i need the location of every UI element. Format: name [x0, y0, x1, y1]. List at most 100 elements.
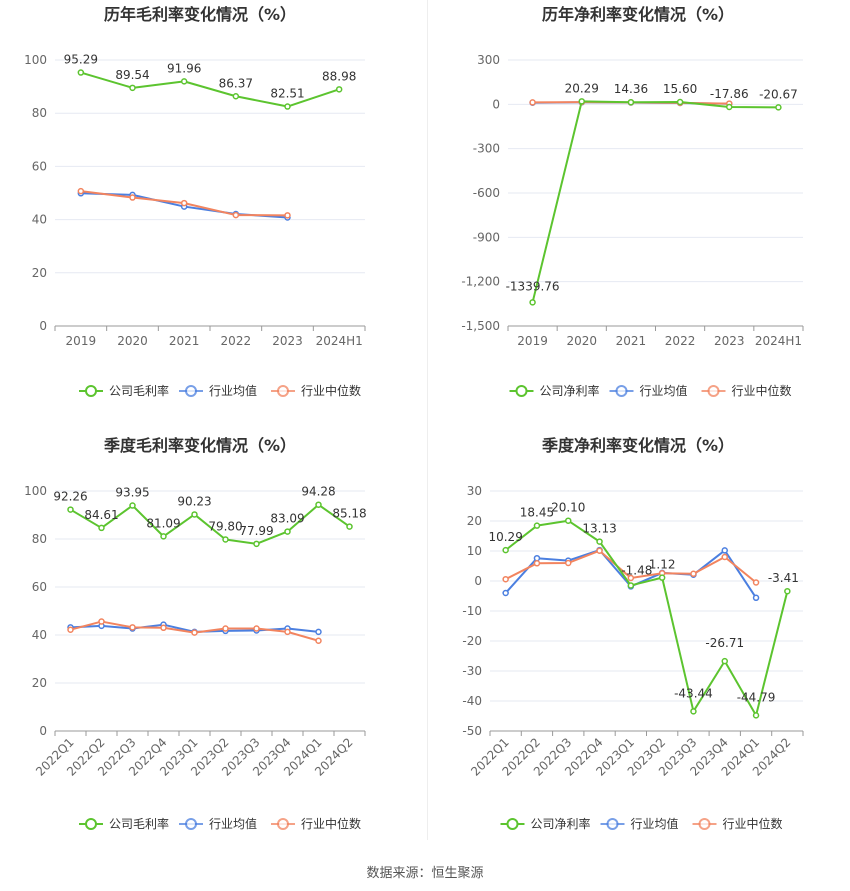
- y-tick-label: 300: [477, 53, 500, 67]
- data-point-company: [315, 501, 322, 508]
- data-point-median: [191, 629, 198, 636]
- series-line-company: [69, 503, 351, 545]
- x-tick-label: 2023: [714, 334, 745, 348]
- data-point-company: [98, 524, 105, 532]
- y-tick-label: -1,500: [461, 319, 500, 333]
- y-tick-label: 0: [492, 97, 500, 111]
- data-label: -1339.76: [506, 279, 560, 293]
- y-tick-label: 20: [32, 266, 47, 280]
- y-tick-label: -300: [473, 142, 500, 156]
- y-tick-label: 0: [474, 574, 482, 588]
- chart-panel-1: 历年毛利率变化情况（%） 0 20 40 60 80 100 2019 2020 2021 2022…: [24, 5, 366, 398]
- data-point-median: [565, 559, 572, 567]
- data-point-company: [775, 104, 782, 111]
- data-point-company: [533, 522, 541, 529]
- data-point-company: [658, 574, 666, 581]
- legend-circle-icon: [707, 385, 720, 397]
- data-label: 20.29: [565, 81, 599, 95]
- data-label: 14.36: [614, 82, 648, 96]
- data-point-company: [284, 528, 291, 535]
- y-tick-label: -50: [462, 724, 482, 738]
- legend-label: 公司净利率: [540, 383, 600, 398]
- series-line-company: [80, 71, 340, 108]
- data-label: 20.10: [551, 501, 585, 515]
- y-tick-label: 80: [32, 106, 47, 120]
- data-label: -44.79: [737, 690, 776, 704]
- data-label: 83.09: [270, 512, 304, 526]
- panel-divider: [427, 0, 428, 840]
- y-tick-label: 40: [32, 628, 47, 642]
- data-label: 94.28: [301, 485, 335, 499]
- data-point-median: [502, 575, 509, 583]
- x-tick-label: 2022: [221, 334, 252, 348]
- data-point-company: [77, 69, 85, 76]
- data-point-company: [232, 93, 240, 100]
- legend-circle-icon: [277, 818, 289, 830]
- y-tick-label: 10: [467, 544, 482, 558]
- chart-panel-3: 季度毛利率变化情况（%）0204060801002022Q12022Q22022…: [24, 436, 367, 831]
- data-point-avg: [533, 554, 541, 562]
- y-tick-label: -1,200: [461, 275, 500, 289]
- data-point-company: [129, 502, 136, 509]
- data-point-company: [676, 98, 684, 106]
- data-label: 84.61: [84, 508, 118, 522]
- legend-label: 公司毛利率: [109, 383, 169, 398]
- data-point-company: [752, 712, 760, 719]
- legend-label: 公司毛利率: [109, 816, 169, 831]
- data-point-median: [129, 194, 136, 201]
- legend-circle-icon: [185, 385, 197, 397]
- data-point-company: [578, 98, 585, 105]
- data-label: -20.67: [759, 87, 798, 101]
- series-line-company: [531, 100, 779, 303]
- data-point-avg: [315, 628, 322, 636]
- data-label: 90.23: [177, 494, 211, 508]
- data-point-company: [565, 517, 572, 524]
- chart-panel-4: 季度净利率变化情况（%）-50-40-30-20-1001020302022Q1…: [462, 436, 804, 831]
- data-label: 89.54: [115, 68, 149, 82]
- data-point-company: [129, 84, 136, 92]
- data-point-median: [752, 579, 760, 586]
- y-tick-label: 0: [39, 724, 47, 738]
- data-point-company: [284, 103, 291, 110]
- y-tick-label: 60: [32, 159, 47, 173]
- data-point-company: [529, 299, 536, 306]
- data-point-median: [98, 618, 105, 625]
- data-point-median: [627, 574, 635, 582]
- data-point-company: [180, 78, 188, 85]
- legend-circle-icon: [185, 818, 197, 830]
- y-tick-label: 20: [467, 514, 482, 528]
- data-source-note: 数据来源：恒生聚源: [366, 866, 484, 881]
- data-point-company: [222, 536, 229, 543]
- data-label: 93.95: [115, 486, 149, 500]
- data-point-company: [346, 523, 353, 530]
- legend-label: 行业均值: [631, 816, 679, 831]
- data-label: 1.12: [649, 558, 676, 572]
- y-tick-label: -40: [462, 694, 482, 708]
- y-tick-label: 0: [39, 319, 47, 333]
- data-point-median: [77, 187, 85, 195]
- x-tick-label: 2019: [66, 334, 97, 348]
- data-point-company: [502, 546, 509, 554]
- y-tick-label: 20: [32, 676, 47, 690]
- x-tick-label: 2019: [517, 334, 548, 348]
- data-label: -43.44: [674, 686, 713, 700]
- data-point-company: [784, 587, 791, 595]
- data-label: 79.80: [208, 519, 242, 533]
- x-tick-label: 2023: [272, 334, 303, 348]
- y-tick-label: -600: [473, 186, 500, 200]
- legend-label: 行业均值: [209, 383, 257, 398]
- data-point-company: [67, 506, 74, 513]
- legend-label: 行业中位数: [732, 383, 792, 398]
- data-label: 95.29: [64, 53, 98, 67]
- data-label: 88.98: [322, 69, 356, 83]
- data-label: -26.71: [705, 636, 744, 650]
- data-point-avg: [721, 547, 728, 554]
- legend-label: 行业中位数: [301, 816, 361, 831]
- data-point-median: [315, 637, 322, 645]
- data-point-median: [129, 624, 136, 631]
- x-tick-label: 2021: [616, 334, 647, 348]
- data-point-avg: [502, 589, 509, 597]
- chart-legend: 公司毛利率 行业均值 行业中位数: [79, 816, 361, 831]
- chart-title: 季度净利率变化情况（%）: [541, 436, 734, 455]
